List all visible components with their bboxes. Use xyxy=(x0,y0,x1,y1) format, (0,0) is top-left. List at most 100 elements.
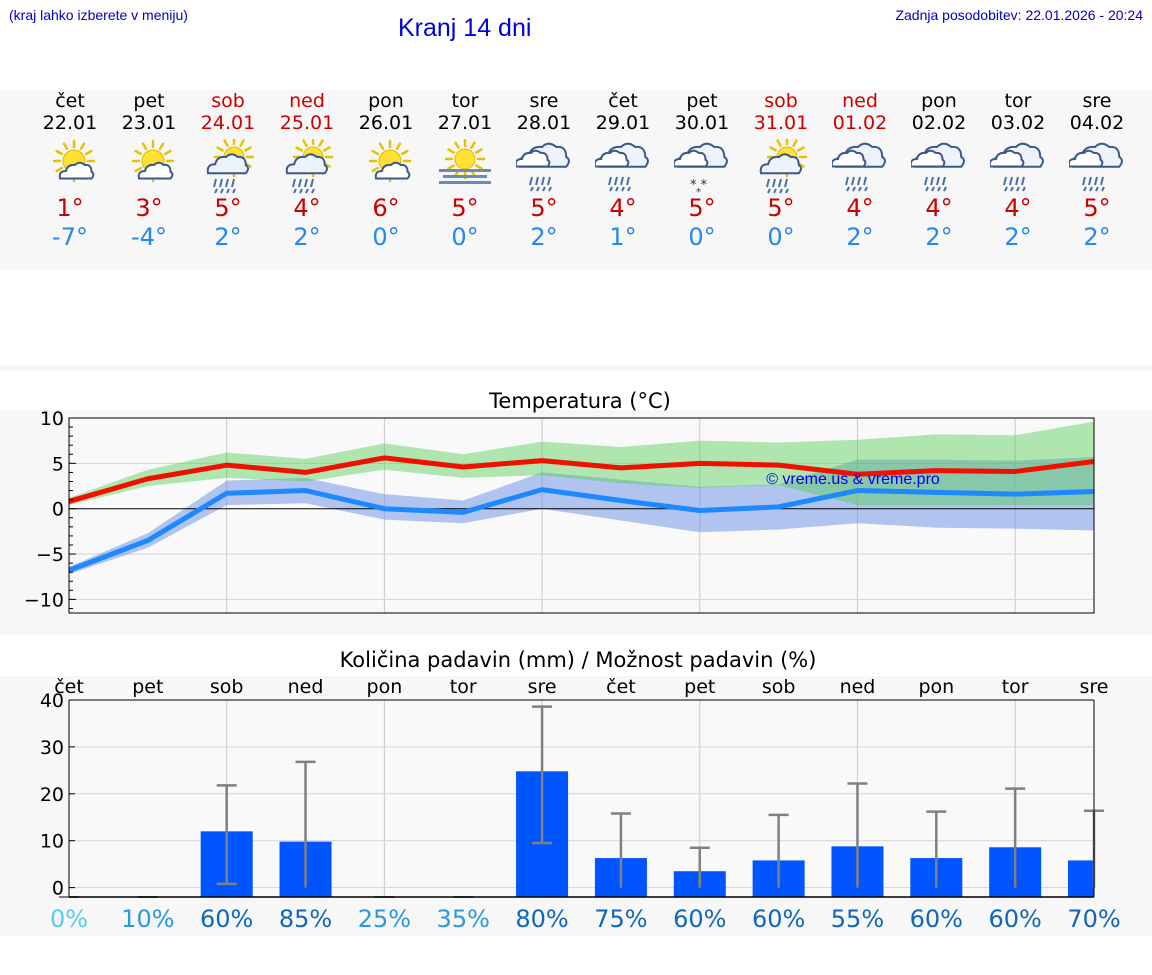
day-column: pon 02.02 4° 2° xyxy=(899,90,979,252)
max-temperature: 3° xyxy=(135,194,163,222)
min-temperature: 1° xyxy=(609,223,637,251)
min-temperature: 2° xyxy=(214,223,242,251)
precipitation-probability: 35% xyxy=(437,905,490,933)
temperature-y-tick-label: −5 xyxy=(36,544,64,566)
precipitation-day-label: čet xyxy=(54,676,84,698)
precipitation-probability: 70% xyxy=(1067,905,1120,933)
precipitation-chart-title: Količina padavin (mm) / Možnost padavin … xyxy=(340,648,817,672)
min-temperature: 2° xyxy=(293,223,321,251)
precipitation-bar xyxy=(1068,860,1094,897)
min-temperature-range-band xyxy=(69,457,1094,574)
separator-band xyxy=(0,365,1152,371)
max-temperature: 5° xyxy=(1083,194,1111,222)
day-date: 04.02 xyxy=(1069,112,1125,134)
precipitation-probability: 60% xyxy=(752,905,805,933)
day-name: sre xyxy=(1082,90,1112,112)
min-temperature: 2° xyxy=(530,223,558,251)
precipitation-probability: 55% xyxy=(831,905,884,933)
day-date: 01.02 xyxy=(832,112,888,134)
sun-cloud-rain-icon xyxy=(759,139,808,194)
day-column: sob 31.01 5° 0° xyxy=(741,90,821,252)
sun-cloud-icon xyxy=(368,139,412,183)
copyright-watermark: © vreme.us & vreme.pro xyxy=(766,471,940,488)
sun-cloud-rain-icon xyxy=(285,139,334,194)
precipitation-probability: 85% xyxy=(279,905,332,933)
day-name: čet xyxy=(55,90,85,112)
day-name: sob xyxy=(764,90,798,112)
day-date: 26.01 xyxy=(358,112,414,134)
day-name: ned xyxy=(842,90,878,112)
day-name: pet xyxy=(686,90,718,112)
max-temperature-line xyxy=(68,455,1095,504)
day-column: ned 01.02 4° 2° xyxy=(820,90,900,252)
precipitation-day-label: pet xyxy=(684,676,715,698)
day-date: 23.01 xyxy=(121,112,177,134)
precipitation-day-label: sob xyxy=(210,676,244,698)
day-column: čet 29.01 4° 1° xyxy=(583,90,663,252)
precipitation-probability: 0% xyxy=(50,905,88,933)
day-date: 28.01 xyxy=(516,112,572,134)
max-temperature: 6° xyxy=(372,194,400,222)
precipitation-day-label: čet xyxy=(606,676,636,698)
precipitation-y-tick-label: 30 xyxy=(40,737,64,759)
cloud-rain-icon xyxy=(911,142,965,192)
sun-cloud-icon xyxy=(131,139,175,183)
day-column: tor 27.01 5° 0° xyxy=(425,90,505,252)
day-column: tor 03.02 4° 2° xyxy=(978,90,1058,252)
min-temperature: 0° xyxy=(688,223,716,251)
day-column: sre 04.02 5° 2° xyxy=(1057,90,1137,252)
location-menu-hint: (kraj lahko izberete v meniju) xyxy=(9,7,188,23)
forecast-strip xyxy=(0,90,1152,270)
cloud-rain-icon xyxy=(1069,142,1123,192)
temperature-y-tick-label: −10 xyxy=(24,589,64,611)
temperature-chart-title: Temperatura (°C) xyxy=(488,389,671,413)
max-temperature: 4° xyxy=(293,194,321,222)
precipitation-probability: 60% xyxy=(673,905,726,933)
day-date: 02.02 xyxy=(911,112,967,134)
precipitation-probability: 80% xyxy=(515,905,568,933)
day-name: sre xyxy=(529,90,559,112)
max-temperature: 4° xyxy=(846,194,874,222)
precipitation-day-label: sre xyxy=(528,676,557,698)
precipitation-y-tick-label: 40 xyxy=(40,690,64,712)
min-temperature: 0° xyxy=(767,223,795,251)
precipitation-day-label: tor xyxy=(450,676,477,698)
precipitation-day-label: ned xyxy=(840,676,876,698)
temperature-y-tick-label: 5 xyxy=(52,453,64,475)
day-date: 29.01 xyxy=(595,112,651,134)
precipitation-probability: 60% xyxy=(910,905,963,933)
cloud-rain-icon xyxy=(516,142,570,192)
max-temperature: 5° xyxy=(214,194,242,222)
min-temperature: 2° xyxy=(925,223,953,251)
precipitation-y-tick-label: 20 xyxy=(40,784,64,806)
precipitation-probability: 60% xyxy=(988,905,1041,933)
last-update-timestamp: Zadnja posodobitev: 22.01.2026 - 20:24 xyxy=(895,7,1143,23)
min-temperature: 2° xyxy=(846,223,874,251)
precipitation-probability: 25% xyxy=(358,905,411,933)
precipitation-probability: 60% xyxy=(200,905,253,933)
temperature-plot-frame xyxy=(68,417,1095,614)
max-temperature: 1° xyxy=(56,194,84,222)
cloud-snow-icon: * ** xyxy=(674,142,728,195)
precipitation-y-tick-label: 0 xyxy=(52,878,64,900)
min-temperature: 2° xyxy=(1004,223,1032,251)
temperature-y-tick-label: 10 xyxy=(40,408,64,430)
day-date: 30.01 xyxy=(674,112,730,134)
day-column: čet 22.01 1° -7° xyxy=(30,90,110,252)
precipitation-probability: 10% xyxy=(121,905,174,933)
precipitation-probability: 75% xyxy=(594,905,647,933)
day-date: 03.02 xyxy=(990,112,1046,134)
day-name: ned xyxy=(289,90,325,112)
day-column: pon 26.01 6° 0° xyxy=(346,90,426,252)
day-date: 24.01 xyxy=(200,112,256,134)
precipitation-day-label: pet xyxy=(132,676,163,698)
temperature-y-tick-label: 0 xyxy=(52,499,64,521)
max-temperature: 4° xyxy=(609,194,637,222)
day-name: tor xyxy=(451,90,479,112)
max-temperature: 5° xyxy=(530,194,558,222)
precipitation-day-label: pon xyxy=(918,676,954,698)
day-column: ned 25.01 4° 2° xyxy=(267,90,347,252)
day-column: pet 23.01 3° -4° xyxy=(109,90,189,252)
day-date: 25.01 xyxy=(279,112,335,134)
